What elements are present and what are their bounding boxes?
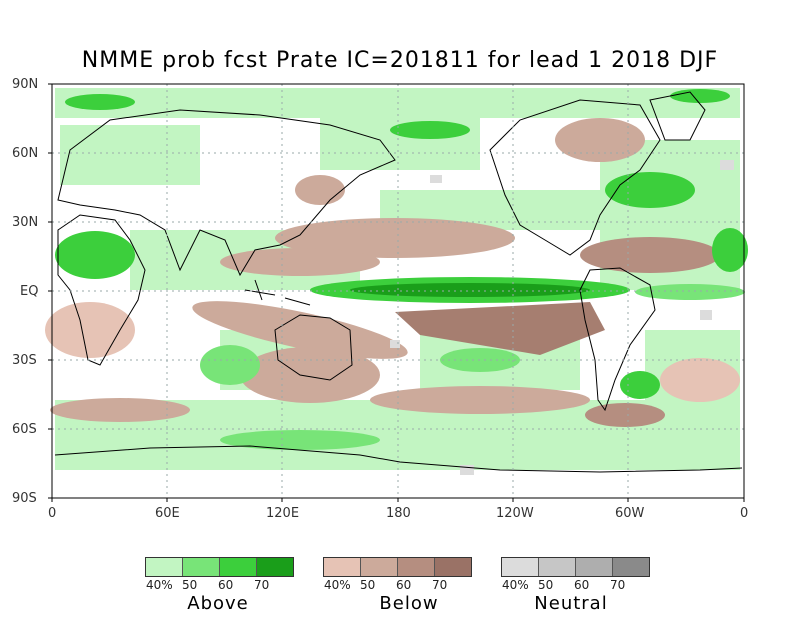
legend-above-swatch-2	[183, 558, 220, 576]
legend-below-swatch-1	[324, 558, 361, 576]
legend-neutral-tick: 60	[574, 578, 590, 592]
below-regions	[45, 118, 740, 427]
legend-above-swatch-1	[146, 558, 183, 576]
legend-above-tick: 40%	[146, 578, 173, 592]
legend-neutral-swatch-3	[576, 558, 613, 576]
lon-label-120e: 120E	[266, 506, 300, 521]
lat-label-30n: 30N	[12, 215, 39, 230]
lon-label-180: 180	[386, 506, 411, 521]
map-title: NMME prob fcst Prate IC=201811 for lead …	[81, 48, 719, 73]
lon-label-60e: 60E	[155, 506, 180, 521]
legend-below-tick: 40%	[324, 578, 351, 592]
legend-below-tick: 70	[432, 578, 448, 592]
graticule	[52, 84, 744, 498]
lat-label-60s: 60S	[12, 422, 37, 437]
legend-above-tick: 60	[218, 578, 234, 592]
legend-below-swatches	[323, 557, 472, 577]
legend-below-swatch-2	[361, 558, 398, 576]
legend-above-title: Above	[187, 593, 249, 614]
above-light-regions	[55, 88, 740, 470]
legend-above-swatch-4	[257, 558, 293, 576]
legend-neutral-swatch-1	[502, 558, 539, 576]
legend-below-title: Below	[379, 593, 439, 614]
coastlines	[54, 91, 743, 473]
lon-label-60w: 60W	[615, 506, 645, 521]
legend-below-swatch-4	[435, 558, 471, 576]
legend-neutral-tick: 50	[538, 578, 554, 592]
legend-neutral-tick: 40%	[502, 578, 529, 592]
legend-neutral-tick: 70	[610, 578, 626, 592]
lat-label-30s: 30S	[12, 353, 37, 368]
legend-below-ticks: 40% 50 60 70	[324, 578, 468, 592]
legend-neutral-swatch-2	[539, 558, 576, 576]
legend-above-swatches	[145, 557, 294, 577]
legend-neutral-title: Neutral	[534, 593, 608, 614]
lon-label-120w: 120W	[496, 506, 534, 521]
legend-below-swatch-3	[398, 558, 435, 576]
lon-label-0-east: 0	[740, 506, 749, 521]
above-strong-regions	[55, 89, 748, 450]
lat-label-90n: 90N	[12, 77, 39, 92]
axis-ticks	[48, 83, 745, 502]
neutral-regions	[390, 160, 734, 475]
lat-label-eq: EQ	[20, 284, 39, 299]
lat-label-90s: 90S	[12, 491, 37, 506]
legend-neutral-swatches	[501, 557, 650, 577]
legend-below-tick: 60	[396, 578, 412, 592]
legend-above-swatch-3	[220, 558, 257, 576]
lat-label-60n: 60N	[12, 146, 39, 161]
legend-above-tick: 70	[254, 578, 270, 592]
legend-neutral-ticks: 40% 50 60 70	[502, 578, 646, 592]
legend-neutral-swatch-4	[613, 558, 649, 576]
legend-below-tick: 50	[360, 578, 376, 592]
lon-label-0: 0	[48, 506, 57, 521]
legend-above-ticks: 40% 50 60 70	[146, 578, 290, 592]
legend-above-tick: 50	[182, 578, 198, 592]
